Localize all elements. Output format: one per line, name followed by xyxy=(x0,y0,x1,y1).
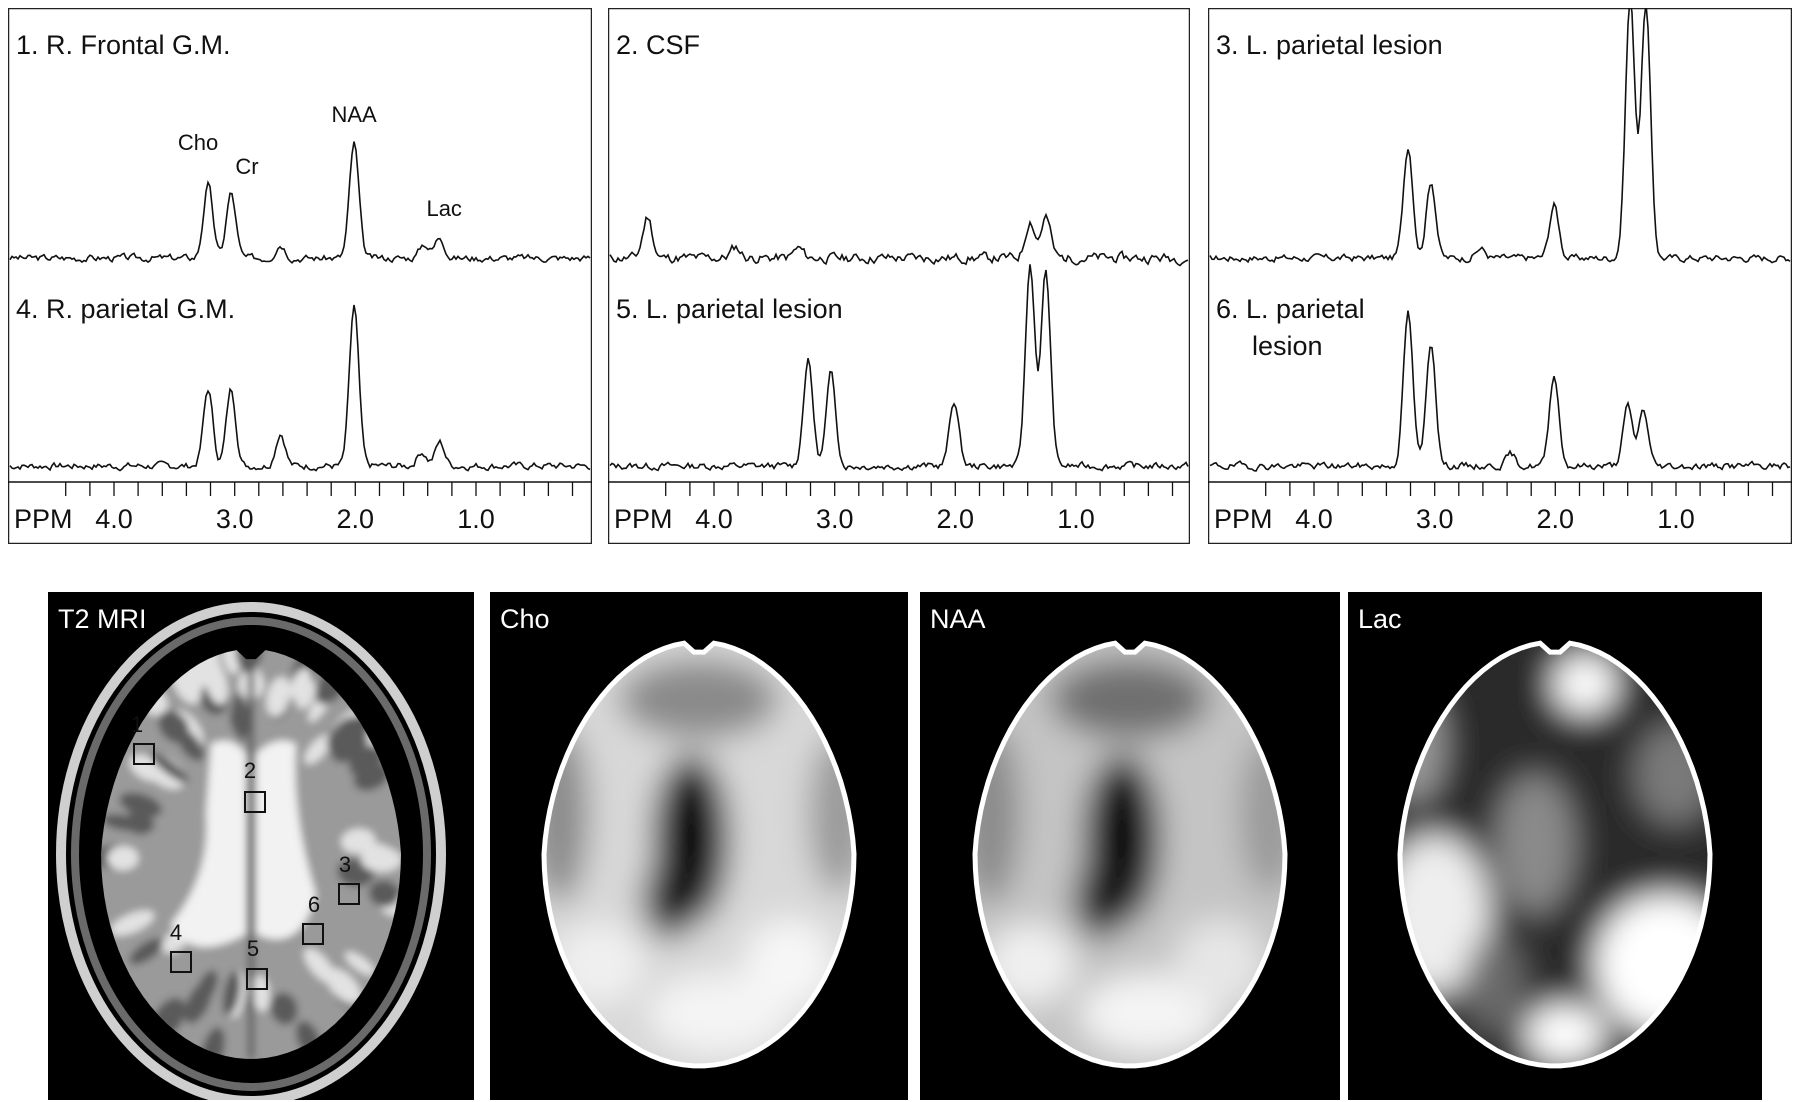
roi-label: 4 xyxy=(170,920,182,945)
roi-label: 3 xyxy=(339,852,351,877)
roi-label: 1 xyxy=(131,712,143,737)
naa-map-image: NAA xyxy=(920,592,1340,1100)
image-label: Lac xyxy=(1358,604,1402,634)
cho-map-image: Cho xyxy=(490,592,908,1100)
spectrum-title: 6. L. parietal xyxy=(1216,294,1365,324)
x-tick-label: 2.0 xyxy=(937,504,975,534)
roi-box xyxy=(302,923,324,945)
x-tick-label: 1.0 xyxy=(1057,504,1095,534)
roi-label: 2 xyxy=(244,758,256,783)
spectrum-title: 2. CSF xyxy=(616,30,700,60)
image-panel-lac: Lac xyxy=(1348,592,1762,1100)
peak-label: Lac xyxy=(426,196,461,221)
peak-label: Cho xyxy=(178,130,218,155)
panel-frame xyxy=(8,8,592,544)
spectrum-chart-1: 1. R. Frontal G.M. Cho Cr NAA Lac 4. R. parie… xyxy=(8,8,592,544)
lac-map-image: Lac xyxy=(1348,592,1762,1100)
image-label: NAA xyxy=(930,604,986,634)
x-tick-label: 1.0 xyxy=(457,504,495,534)
spectrum-chart-2: 2. CSF 5. L. parietal lesion PPM 4.0 3.0 2.0 1… xyxy=(608,8,1190,544)
panel-frame xyxy=(608,8,1190,544)
x-tick-label: 4.0 xyxy=(95,504,133,534)
spectrum-trace xyxy=(609,212,1189,267)
t2-mri-image: 1 2 3 4 5 6 T2 MRI xyxy=(48,592,474,1100)
roi-box xyxy=(133,743,155,765)
brain-outline xyxy=(972,640,1288,1069)
x-tick-label: 3.0 xyxy=(816,504,854,534)
peak-label: NAA xyxy=(331,102,377,127)
spectrum-panel-2: 2. CSF 5. L. parietal lesion PPM 4.0 3.0 2.0 1… xyxy=(608,8,1190,544)
image-panel-t2-mri: 1 2 3 4 5 6 T2 MRI xyxy=(48,592,474,1100)
x-tick-label: 4.0 xyxy=(1295,504,1333,534)
roi-box xyxy=(338,883,360,905)
panel-frame xyxy=(1208,8,1792,544)
spectrum-trace xyxy=(609,264,1189,472)
x-tick-label: 2.0 xyxy=(337,504,375,534)
roi-label: 5 xyxy=(247,936,259,961)
spectrum-chart-3: 3. L. parietal lesion 6. L. parietal lesio… xyxy=(1208,8,1792,544)
brain-outline xyxy=(541,640,857,1069)
image-label: T2 MRI xyxy=(58,604,147,634)
spectrum-title: 1. R. Frontal G.M. xyxy=(16,30,231,60)
x-tick-label: 4.0 xyxy=(695,504,733,534)
spectrum-trace xyxy=(9,304,591,472)
x-tick-label: 3.0 xyxy=(1416,504,1454,534)
x-axis-label: PPM xyxy=(614,504,673,534)
x-axis-label: PPM xyxy=(14,504,73,534)
peak-label: Cr xyxy=(235,154,258,179)
spectrum-title: 4. R. parietal G.M. xyxy=(16,294,235,324)
roi-label: 6 xyxy=(308,892,320,917)
spectrum-panel-1: 1. R. Frontal G.M. Cho Cr NAA Lac 4. R. parie… xyxy=(8,8,592,544)
spectrum-panel-3: 3. L. parietal lesion 6. L. parietal lesio… xyxy=(1208,8,1792,544)
spectrum-title: 3. L. parietal lesion xyxy=(1216,30,1443,60)
spectrum-title: lesion xyxy=(1252,331,1323,361)
brain-outline xyxy=(1397,640,1713,1069)
skull-ring xyxy=(71,617,431,1091)
spectrum-trace xyxy=(1209,8,1791,264)
roi-box xyxy=(170,951,192,973)
spectrum-trace xyxy=(1209,310,1791,472)
spectrum-trace xyxy=(9,141,591,264)
spectrum-title: 5. L. parietal lesion xyxy=(616,294,843,324)
x-tick-label: 1.0 xyxy=(1657,504,1695,534)
skull-ring xyxy=(56,602,446,1100)
x-tick-label: 2.0 xyxy=(1537,504,1575,534)
roi-box xyxy=(244,791,266,813)
image-panel-naa: NAA xyxy=(920,592,1340,1100)
x-tick-label: 3.0 xyxy=(216,504,254,534)
image-label: Cho xyxy=(500,604,550,634)
image-panel-cho: Cho xyxy=(490,592,908,1100)
roi-box xyxy=(246,968,268,990)
x-axis-label: PPM xyxy=(1214,504,1273,534)
